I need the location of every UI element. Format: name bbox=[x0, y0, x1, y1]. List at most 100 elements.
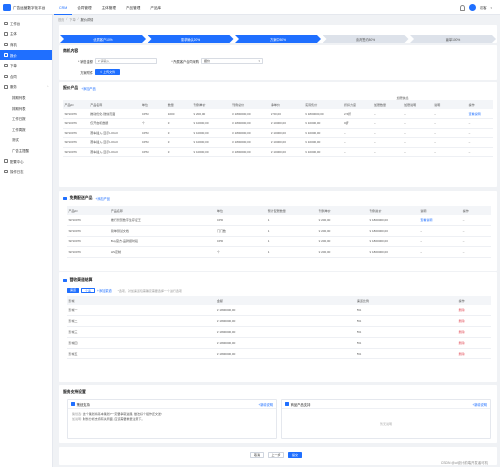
add-gift-product-button[interactable]: +添加产品 bbox=[95, 197, 110, 201]
column-header: 刊例总价 bbox=[368, 206, 419, 215]
row-action-link[interactable]: 删除 bbox=[457, 348, 491, 360]
breadcrumb-home[interactable]: 首页 bbox=[58, 17, 65, 22]
tab-case[interactable]: 个案 bbox=[81, 288, 96, 293]
table-cell: ¥ 1800000,00 bbox=[368, 246, 419, 258]
tab-channel[interactable]: 渠道 bbox=[67, 288, 80, 293]
sidebar-item-config[interactable]: 配置中心 bbox=[0, 156, 52, 167]
breadcrumb: 首页 / 下单 / 报价详情 bbox=[58, 17, 94, 22]
channel-table: 影城 金额 渠道比例 操作 影城一 ¥ 1800000,00 5% 删除 影城二 ¥ 18000… bbox=[67, 296, 491, 360]
row-action-link[interactable]: 删除 bbox=[457, 315, 491, 328]
add-quote-product-button[interactable]: +添加产品 bbox=[81, 87, 96, 91]
upload-button[interactable]: ⇪ 上传文件 bbox=[95, 68, 120, 75]
topnav-entities[interactable]: 主体管理 bbox=[101, 5, 116, 10]
sidebar-item-schedule-list-2[interactable]: 排期列表 bbox=[12, 106, 26, 111]
sidebar-item-test[interactable]: 测试 bbox=[12, 138, 19, 143]
topnav-product-library[interactable]: 产品库 bbox=[150, 5, 162, 10]
sidebar-item-logs[interactable]: 操作日志 bbox=[0, 166, 52, 177]
column-header: 折扣力度 bbox=[342, 100, 373, 109]
sidebar-item-advertiser-reminder[interactable]: 广告主提醒 bbox=[12, 148, 29, 153]
table-cell: – bbox=[372, 118, 403, 129]
table-cell: ¥ 1800000,00 bbox=[303, 109, 343, 119]
table-cell: 1 bbox=[266, 225, 318, 237]
channel-title: 营收渠道结算 bbox=[69, 278, 93, 282]
add-product-note-button[interactable]: +新增说明 bbox=[472, 402, 487, 407]
table-cell: SP10076 bbox=[63, 147, 89, 157]
sidebar-item-contract[interactable]: 合同 bbox=[0, 71, 52, 82]
table-cell: – bbox=[461, 225, 491, 237]
table-cell: – bbox=[432, 137, 468, 148]
checkbox-icon[interactable] bbox=[285, 402, 289, 406]
chevron-down-icon: ▾ bbox=[258, 58, 260, 63]
chevron-down-icon[interactable]: ▾ bbox=[490, 5, 492, 10]
table-cell: ¥ 10000,00 bbox=[303, 118, 343, 129]
column-header: 数量 bbox=[166, 100, 192, 109]
settings-icon bbox=[4, 159, 8, 163]
add-channel-button[interactable]: +添加渠道 bbox=[97, 289, 112, 293]
table-cell: – bbox=[467, 118, 493, 129]
prev-step-button[interactable]: 上一步 bbox=[268, 452, 284, 458]
bell-icon[interactable] bbox=[459, 4, 465, 11]
breadcrumb-current: 报价详情 bbox=[80, 17, 94, 22]
sidebar-item-entity[interactable]: 主体 bbox=[0, 29, 52, 40]
table-cell: 1 bbox=[266, 236, 318, 247]
table-cell: ¥ 1800000,00 bbox=[230, 118, 270, 129]
topnav-crm[interactable]: CRM bbox=[54, 0, 73, 15]
column-header: 净单价 bbox=[269, 100, 304, 109]
table-row: 影城二 ¥ 1800000,00 5% 删除 bbox=[67, 315, 491, 328]
chevron-up-icon: ⌃ bbox=[46, 84, 49, 89]
add-planning-note-button[interactable]: +新增说明 bbox=[258, 402, 273, 407]
topnav-products[interactable]: 产品管理 bbox=[125, 5, 141, 10]
stage-select[interactable]: 报价 ▾ bbox=[201, 57, 263, 64]
table-cell: ¥ 10000,00 bbox=[269, 128, 304, 138]
column-header: 产品名称 bbox=[109, 206, 216, 215]
row-action-link[interactable]: 删除 bbox=[457, 337, 491, 349]
breadcrumb-order[interactable]: 下单 bbox=[69, 17, 76, 22]
table-cell: CPD bbox=[215, 215, 267, 226]
stage-step-1: 优质客户10% bbox=[60, 35, 146, 43]
table-cell: – bbox=[372, 137, 403, 148]
checkbox-icon[interactable] bbox=[63, 278, 67, 283]
column-header: 加赠说明 bbox=[402, 100, 433, 109]
sidebar-item-daily-report[interactable]: 工作日报 bbox=[12, 117, 26, 122]
checkbox-icon[interactable] bbox=[63, 196, 67, 201]
table-cell: 个 bbox=[215, 246, 267, 258]
column-header: 加赠数量 bbox=[372, 100, 403, 109]
submit-button[interactable]: 提交 bbox=[288, 452, 302, 458]
sidebar-item-schedule-list[interactable]: 排期列表 bbox=[12, 95, 26, 100]
table-cell: ¥ 1800000,00 bbox=[230, 137, 270, 148]
sales-amount-input[interactable] bbox=[95, 57, 157, 64]
row-action-link[interactable]: 删除 bbox=[457, 305, 491, 317]
column-header: 操作 bbox=[461, 206, 491, 215]
upload-icon: ⇪ bbox=[99, 69, 104, 74]
checkbox-icon[interactable] bbox=[71, 402, 75, 406]
contract-icon bbox=[4, 74, 8, 79]
table-cell: ¥ 200,00 bbox=[317, 215, 369, 226]
table-cell: ¥ 10000,00 bbox=[269, 137, 304, 148]
table-cell: – bbox=[467, 137, 493, 148]
sidebar-item-workbench[interactable]: 工作台 bbox=[0, 18, 52, 29]
table-header: 产品ID 产品名称 单位 数量 刊例单价 刊例总价 净单价 实际售价 折扣力度 加赠数量 加赠说明说… bbox=[63, 100, 493, 109]
sidebar-item-service[interactable]: 服务 ⌃ bbox=[0, 82, 52, 93]
column-header: 产品ID bbox=[63, 100, 89, 109]
sidebar-item-order[interactable]: 下单 bbox=[0, 60, 52, 71]
topnav-contracts[interactable]: 合同管理 bbox=[77, 5, 92, 10]
cancel-button[interactable]: 取消 bbox=[250, 452, 264, 458]
sidebar-item-quote[interactable]: 报价 bbox=[0, 49, 52, 61]
table-row: SP10076 简单测试文档 门门数 1 ¥ 200,00 ¥ 1800000,00– – bbox=[67, 225, 491, 237]
sidebar-item-opportunity[interactable]: 商机 bbox=[0, 39, 52, 50]
table-cell: ¥ 1800000,00 bbox=[368, 236, 419, 247]
table-cell: 影城四 bbox=[67, 337, 216, 349]
table-row: SP10076 推行智慧数字生存证王 CPD 1 ¥ 200,00 ¥ 1800000,0… bbox=[67, 215, 491, 226]
table-cell: – bbox=[418, 236, 462, 247]
table-row: 影城一 ¥ 1800000,00 5% 删除 bbox=[67, 305, 491, 317]
user-name[interactable]: 访客 bbox=[479, 6, 487, 10]
support-card: 服务支持设置 策划支持 +新增说明 策划选: 这个策划将基本策划?一定要争取进展… bbox=[59, 385, 497, 443]
row-action-link[interactable]: 查看说明 bbox=[467, 109, 493, 119]
table-cell: 3 bbox=[166, 147, 192, 157]
row-action-link[interactable]: 删除 bbox=[457, 326, 491, 338]
table-row: SP10076 HS定制个 1 ¥ 200,00 ¥ 1800000,00– – bbox=[67, 246, 491, 258]
row-action-link[interactable]: 查看说明 bbox=[418, 215, 462, 226]
sidebar-item-weekly-report[interactable]: 工作周报 bbox=[12, 127, 26, 132]
table-cell: CPM bbox=[140, 109, 167, 119]
avatar[interactable] bbox=[468, 4, 476, 11]
